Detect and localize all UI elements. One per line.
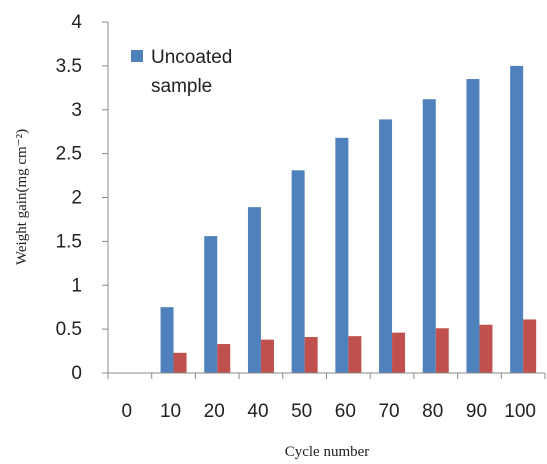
y-tick-label: 3.5 (56, 56, 82, 77)
legend-label: Uncoated (151, 47, 232, 68)
bar-series-2 (173, 352, 187, 373)
y-tick-label: 4 (71, 12, 82, 33)
bar-series-2 (435, 328, 449, 373)
y-tick-label: 2.5 (56, 144, 82, 165)
bar-series-2 (217, 344, 231, 373)
x-tick-label: 90 (466, 401, 487, 422)
x-tick-label: 80 (422, 401, 443, 422)
x-axis-title: Cycle number (285, 444, 370, 459)
bar-series-2 (260, 339, 274, 373)
bar-series-2 (304, 337, 318, 373)
y-tick-label: 0.5 (56, 319, 82, 340)
legend-swatch-uncoated (131, 50, 143, 62)
y-axis-title: Weight gain(mg cm⁻²) (14, 129, 30, 265)
bar-uncoated (204, 236, 218, 373)
bar-uncoated (466, 79, 480, 373)
x-tick-label: 20 (204, 401, 225, 422)
bar-uncoated (247, 207, 261, 373)
bar-series-2 (348, 336, 362, 373)
bar-series-2 (523, 319, 537, 373)
bar-uncoated (335, 137, 349, 373)
bar-series-2 (392, 332, 406, 373)
bar-series-2 (479, 324, 493, 373)
x-tick-label: 10 (160, 401, 181, 422)
x-tick-label: 0 (122, 401, 133, 422)
x-tick-label: 70 (378, 401, 399, 422)
bar-uncoated (160, 307, 174, 373)
bar-uncoated (379, 119, 393, 373)
y-tick-label: 3 (71, 100, 82, 121)
legend: Uncoated sample (131, 47, 232, 97)
x-tick-label: 40 (247, 401, 268, 422)
legend-label-line2: sample (151, 76, 212, 97)
bar-uncoated (510, 65, 524, 373)
x-tick-label: 100 (504, 401, 536, 422)
x-tick-label: 60 (335, 401, 356, 422)
bar-uncoated (422, 99, 436, 373)
y-tick-label: 0 (71, 363, 82, 384)
x-tick-label: 50 (291, 401, 312, 422)
y-tick-label: 2 (71, 188, 82, 209)
y-tick-label: 1 (71, 275, 82, 296)
bar-uncoated (291, 170, 305, 373)
y-tick-label: 1.5 (56, 231, 82, 252)
